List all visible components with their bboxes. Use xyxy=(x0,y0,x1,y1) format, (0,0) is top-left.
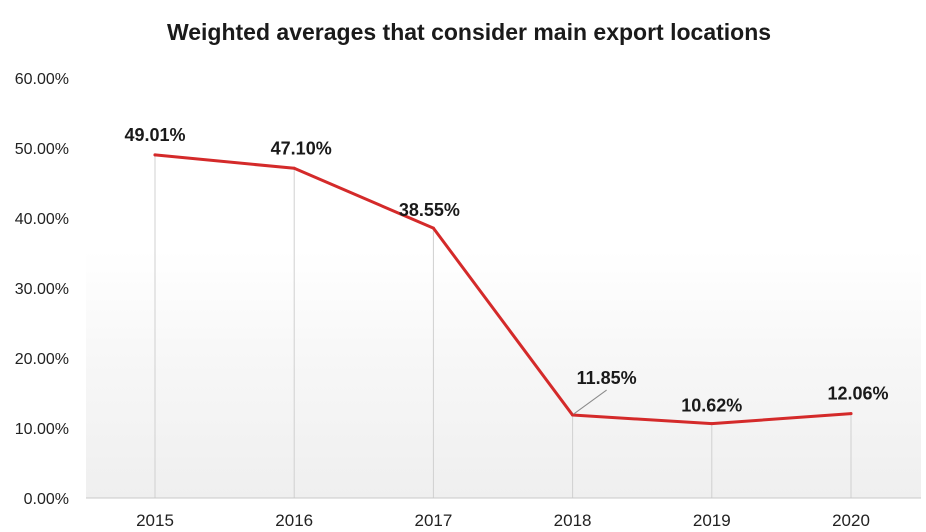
data-label: 12.06% xyxy=(827,384,888,404)
data-label: 11.85% xyxy=(577,368,637,388)
x-tick-label: 2019 xyxy=(693,511,731,530)
data-point xyxy=(292,166,296,170)
y-tick-label: 60.00% xyxy=(15,71,69,88)
y-tick-label: 10.00% xyxy=(15,421,69,438)
plot-background xyxy=(86,250,921,498)
x-tick-label: 2017 xyxy=(414,511,452,530)
chart-title: Weighted averages that consider main exp… xyxy=(167,19,771,45)
data-labels: 49.01% 47.10% 38.55% 11.85% 10.62% 12.06% xyxy=(124,125,888,416)
y-tick-label: 20.00% xyxy=(15,351,69,368)
data-label: 10.62% xyxy=(681,396,742,416)
y-tick-label: 40.00% xyxy=(15,211,69,228)
data-label: 47.10% xyxy=(271,138,332,158)
x-tick-label: 2018 xyxy=(554,511,592,530)
label-leader-line xyxy=(573,389,607,415)
data-label: 38.55% xyxy=(399,200,460,220)
data-point xyxy=(571,413,575,417)
data-point xyxy=(710,422,714,426)
y-tick-label: 50.00% xyxy=(15,141,69,158)
data-point xyxy=(849,412,853,416)
x-axis-ticks: 2015 2016 2017 2018 2019 2020 xyxy=(136,511,870,530)
x-tick-label: 2020 xyxy=(832,511,870,530)
series-line xyxy=(153,153,853,426)
data-point xyxy=(431,226,435,230)
data-point xyxy=(153,153,157,157)
x-tick-label: 2016 xyxy=(275,511,313,530)
series-weighted-average xyxy=(153,153,853,426)
y-tick-label: 30.00% xyxy=(15,281,69,298)
drop-lines xyxy=(154,154,852,498)
data-label: 49.01% xyxy=(124,125,185,145)
y-tick-label: 0.00% xyxy=(24,491,69,508)
y-axis-ticks: 0.00% 10.00% 20.00% 30.00% 40.00% 50.00% 60.00… xyxy=(15,71,69,508)
x-tick-label: 2015 xyxy=(136,511,174,530)
